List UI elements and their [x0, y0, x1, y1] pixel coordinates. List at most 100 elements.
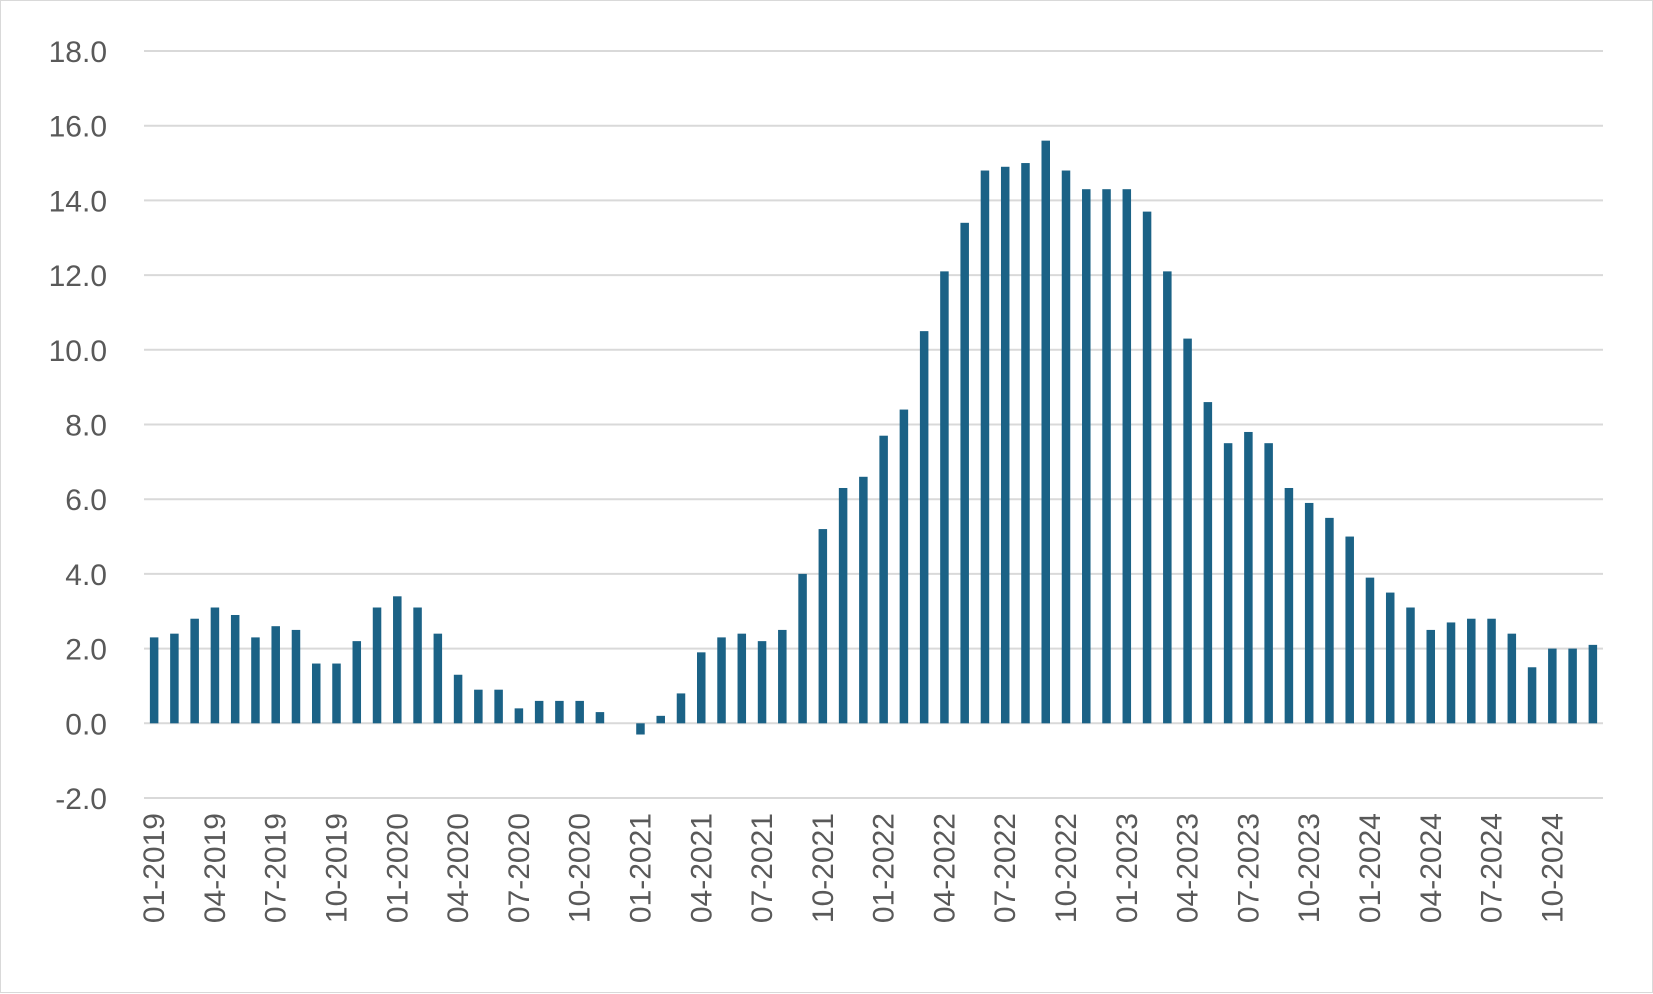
- bar-01-2023: [1122, 189, 1132, 724]
- bar-08-2020: [534, 700, 544, 724]
- bar-02-2020: [413, 607, 422, 724]
- x-tick-label: 04-2021: [685, 813, 718, 923]
- bar-04-2020: [453, 674, 463, 724]
- y-tick-label: 6.0: [65, 484, 107, 517]
- bar-01-2020: [393, 596, 402, 724]
- bar-09-2019: [311, 663, 321, 724]
- bar-07-2022: [1000, 166, 1010, 724]
- x-tick-label: 01-2024: [1354, 813, 1387, 923]
- bar-08-2023: [1264, 443, 1273, 724]
- bar-11-2022: [1082, 189, 1091, 724]
- bar-10-2020: [575, 700, 584, 724]
- bar-01-2021: [636, 723, 645, 735]
- bar-09-2024: [1527, 667, 1537, 724]
- x-tick-label: 10-2023: [1293, 813, 1326, 923]
- bar-01-2022: [879, 435, 888, 724]
- bar-07-2024: [1487, 618, 1496, 724]
- bar-05-2023: [1203, 402, 1213, 724]
- bar-03-2020: [433, 633, 443, 724]
- bar-08-2021: [778, 629, 787, 724]
- bar-08-2024: [1507, 633, 1517, 724]
- x-tick-label: 10-2019: [321, 813, 354, 923]
- bar-05-2019: [230, 614, 240, 724]
- bar-07-2019: [271, 626, 280, 724]
- bar-03-2023: [1163, 271, 1172, 724]
- bar-09-2022: [1041, 140, 1050, 724]
- bars: [149, 140, 1598, 735]
- bar-04-2023: [1183, 338, 1192, 724]
- x-tick-label: 10-2024: [1536, 813, 1569, 923]
- bar-08-2019: [291, 629, 301, 724]
- bar-02-2024: [1385, 592, 1395, 724]
- x-tick-label: 01-2023: [1111, 813, 1144, 923]
- x-tick-label: 07-2021: [746, 813, 779, 923]
- y-tick-label: 10.0: [49, 335, 107, 368]
- bar-12-2024: [1588, 644, 1598, 724]
- bar-06-2019: [251, 637, 260, 724]
- x-tick-label: 07-2022: [989, 813, 1022, 923]
- y-tick-label: 4.0: [65, 559, 107, 592]
- bar-06-2023: [1223, 443, 1233, 724]
- bar-04-2022: [940, 271, 949, 724]
- x-tick-label: 01-2020: [381, 813, 414, 923]
- bar-01-2024: [1365, 577, 1375, 724]
- bar-12-2023: [1345, 536, 1354, 724]
- bar-09-2020: [555, 700, 564, 724]
- x-tick-label: 07-2019: [260, 813, 293, 923]
- x-tick-label: 10-2021: [807, 813, 840, 923]
- bar-10-2019: [332, 663, 341, 724]
- x-tick-label: 04-2022: [928, 813, 961, 923]
- bar-06-2021: [737, 633, 747, 724]
- x-axis-tick-labels: 01-2019 04-2019 07-2019 10-2019 01-2020 04-20…: [138, 813, 1569, 923]
- bar-09-2023: [1284, 487, 1294, 724]
- bar-02-2023: [1142, 211, 1152, 724]
- y-tick-label: 18.0: [49, 36, 107, 69]
- bar-11-2024: [1568, 648, 1577, 724]
- bar-04-2024: [1426, 629, 1436, 724]
- y-tick-label: 14.0: [49, 185, 107, 218]
- bar-07-2020: [514, 708, 524, 724]
- bar-06-2020: [494, 689, 503, 724]
- y-tick-label: 16.0: [49, 111, 107, 144]
- y-tick-label: 12.0: [49, 260, 107, 293]
- bar-11-2021: [838, 487, 848, 724]
- bar-05-2021: [717, 637, 726, 724]
- bar-03-2022: [919, 331, 929, 724]
- x-tick-label: 04-2019: [199, 813, 232, 923]
- bar-10-2023: [1304, 502, 1314, 724]
- bar-04-2021: [697, 652, 706, 724]
- bar-04-2019: [210, 607, 220, 724]
- bar-10-2022: [1061, 170, 1071, 724]
- bar-07-2023: [1244, 431, 1253, 724]
- bar-11-2023: [1325, 517, 1334, 724]
- x-tick-label: 01-2022: [868, 813, 901, 923]
- gridlines: [144, 50, 1603, 799]
- bar-05-2022: [960, 222, 969, 724]
- y-axis-tick-labels: 18.0 16.0 14.0 12.0 10.0 8.0 6.0 4.0 2.0 0.0 -2.0: [49, 36, 107, 816]
- bar-09-2021: [798, 573, 807, 724]
- x-tick-label: 04-2024: [1415, 813, 1448, 923]
- bar-03-2021: [676, 693, 686, 724]
- y-tick-label: 2.0: [65, 634, 107, 667]
- y-tick-label: -2.0: [55, 783, 107, 816]
- x-tick-label: 07-2023: [1232, 813, 1265, 923]
- x-tick-label: 01-2021: [624, 813, 657, 923]
- bar-07-2021: [757, 641, 767, 724]
- bar-06-2022: [980, 170, 990, 724]
- bar-08-2022: [1021, 163, 1030, 724]
- y-tick-label: 8.0: [65, 410, 107, 443]
- x-tick-label: 10-2022: [1050, 813, 1083, 923]
- bar-02-2019: [170, 633, 179, 724]
- bar-02-2022: [899, 409, 909, 724]
- x-tick-label: 04-2020: [442, 813, 475, 923]
- bar-05-2024: [1446, 622, 1456, 724]
- bar-12-2019: [372, 607, 382, 724]
- bar-03-2019: [190, 618, 199, 724]
- bar-10-2024: [1548, 648, 1557, 724]
- y-tick-label: 0.0: [65, 708, 107, 741]
- x-tick-label: 07-2024: [1476, 813, 1509, 923]
- bar-03-2024: [1406, 607, 1415, 724]
- x-tick-label: 04-2023: [1172, 813, 1205, 923]
